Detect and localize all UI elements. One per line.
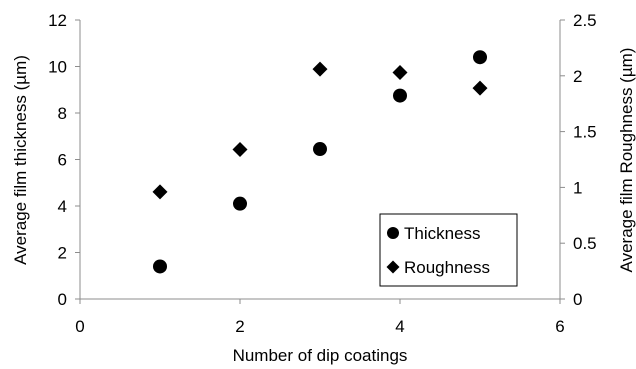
y-left-tick-label: 6 bbox=[58, 151, 67, 170]
y-right-tick-label: 1.5 bbox=[573, 123, 597, 142]
legend-box bbox=[379, 213, 518, 287]
roughness-point bbox=[152, 184, 168, 200]
y-right-tick-label: 0.5 bbox=[573, 234, 597, 253]
legend-roughness-label: Roughness bbox=[404, 258, 490, 277]
y-right-tick-label: 1 bbox=[573, 178, 582, 197]
y-axis-right-label: Average film Roughness (µm) bbox=[617, 48, 636, 273]
roughness-point bbox=[472, 80, 488, 96]
y-left-tick-label: 10 bbox=[48, 58, 67, 77]
x-axis-label: Number of dip coatings bbox=[233, 346, 408, 365]
thickness-point bbox=[393, 88, 407, 103]
x-tick-label: 2 bbox=[235, 317, 244, 336]
axes bbox=[75, 19, 565, 304]
x-tick-label: 0 bbox=[75, 317, 84, 336]
y-left-tick-label: 2 bbox=[58, 244, 67, 263]
legend-roughness-marker bbox=[386, 260, 400, 274]
legend: Thickness Roughness bbox=[379, 213, 518, 287]
x-tick-label: 6 bbox=[555, 317, 564, 336]
roughness-point bbox=[232, 141, 248, 157]
y-left-tick-label: 0 bbox=[58, 290, 67, 309]
thickness-point bbox=[233, 196, 247, 211]
thickness-point bbox=[153, 259, 167, 274]
x-tick-label: 4 bbox=[395, 317, 404, 336]
y-left-tick-label: 4 bbox=[58, 197, 67, 216]
data-marks bbox=[152, 50, 488, 274]
roughness-point bbox=[392, 64, 408, 80]
y-right-tick-label: 2 bbox=[573, 67, 582, 86]
y-left-tick-label: 12 bbox=[48, 11, 67, 30]
y-right-tick-label: 0 bbox=[573, 290, 582, 309]
thickness-point bbox=[313, 142, 327, 157]
thickness-point bbox=[473, 50, 487, 65]
legend-thickness-label: Thickness bbox=[404, 224, 481, 243]
y-right-tick-label: 2.5 bbox=[573, 11, 597, 30]
roughness-point bbox=[312, 61, 328, 77]
y-axis-left-label: Average film thickness (µm) bbox=[11, 55, 30, 265]
legend-thickness-marker bbox=[387, 227, 399, 239]
y-left-tick-label: 8 bbox=[58, 104, 67, 123]
